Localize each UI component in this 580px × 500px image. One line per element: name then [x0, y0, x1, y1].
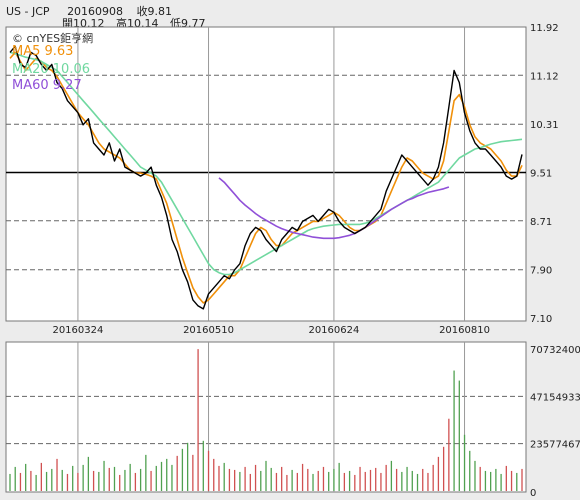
date: 20160908: [67, 5, 124, 18]
symbol: US - JCP: [6, 5, 50, 18]
volume-axis-labels: 70732400 47154933 23577467 0: [530, 345, 580, 499]
volume-tick-label: 0: [530, 488, 536, 499]
series-line-ma60: [218, 177, 450, 240]
x-tick-label: 20160510: [183, 325, 234, 336]
x-tick-label: 20160810: [439, 325, 490, 336]
volume-tick-label: 23577467: [530, 440, 580, 451]
x-tick-label: 20160624: [308, 325, 359, 336]
volume-bars: [9, 349, 523, 491]
legend-ma5: MA5 9.63: [12, 44, 73, 59]
watermark: © cnYES鉅亨網: [12, 31, 93, 45]
close-price: 收9.81: [136, 5, 173, 18]
series-line-price: [9, 45, 523, 310]
x-axis-labels: 20160324 20160510 20160624 20160810: [52, 325, 490, 336]
volume-tick-label: 47154933: [530, 392, 580, 403]
volume-tick-label: 70732400: [530, 345, 580, 356]
legend-ma20: MA20 10.06: [12, 62, 90, 77]
y-tick-label: 7.90: [530, 266, 552, 277]
header-row-1: US - JCP 20160908 收9.81: [6, 3, 172, 19]
series-line-ma20: [9, 51, 523, 276]
y-tick-label: 11.92: [530, 23, 559, 34]
series-line-ma5: [9, 51, 523, 304]
y-tick-label: 11.12: [530, 71, 559, 82]
y-axis-labels: 11.92 11.12 10.31 9.51 8.71 7.90 7.10: [530, 23, 559, 325]
y-tick-label: 10.31: [530, 120, 559, 131]
y-tick-label: 7.10: [530, 314, 552, 325]
price-lines: [9, 45, 523, 310]
x-tick-label: 20160324: [52, 325, 103, 336]
legend-ma60: MA60 9.27: [12, 78, 82, 93]
y-tick-label: 9.51: [530, 169, 552, 180]
y-tick-label: 8.71: [530, 217, 552, 228]
